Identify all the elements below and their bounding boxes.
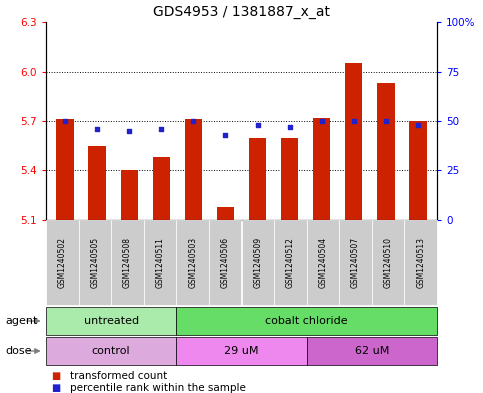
Text: 62 uM: 62 uM — [355, 346, 389, 356]
Bar — [345, 63, 362, 220]
Point — [61, 118, 69, 124]
Point — [414, 122, 422, 128]
Bar — [88, 146, 106, 220]
Point — [126, 128, 133, 134]
Bar — [313, 118, 330, 220]
Point — [93, 126, 101, 132]
Bar — [57, 119, 74, 220]
Bar — [217, 207, 234, 220]
Text: ■: ■ — [51, 383, 60, 393]
Bar — [249, 138, 266, 220]
Text: GSM1240507: GSM1240507 — [351, 237, 360, 288]
Text: GSM1240502: GSM1240502 — [58, 237, 67, 288]
Text: GSM1240503: GSM1240503 — [188, 237, 197, 288]
Text: GSM1240505: GSM1240505 — [90, 237, 99, 288]
Point — [222, 132, 229, 138]
Text: transformed count: transformed count — [70, 371, 168, 381]
Text: ■: ■ — [51, 371, 60, 381]
Text: GSM1240508: GSM1240508 — [123, 237, 132, 288]
Bar — [153, 157, 170, 220]
Text: GDS4953 / 1381887_x_at: GDS4953 / 1381887_x_at — [153, 5, 330, 19]
Point — [318, 118, 326, 124]
Text: GSM1240513: GSM1240513 — [416, 237, 425, 288]
Text: GSM1240506: GSM1240506 — [221, 237, 230, 288]
Bar — [377, 83, 395, 220]
Point — [157, 126, 165, 132]
Text: dose: dose — [5, 346, 31, 356]
Text: GSM1240511: GSM1240511 — [156, 237, 165, 288]
Text: untreated: untreated — [84, 316, 139, 326]
Point — [254, 122, 261, 128]
Bar — [185, 119, 202, 220]
Bar — [409, 121, 426, 220]
Text: 29 uM: 29 uM — [224, 346, 259, 356]
Point — [189, 118, 197, 124]
Text: GSM1240509: GSM1240509 — [253, 237, 262, 288]
Text: cobalt chloride: cobalt chloride — [265, 316, 348, 326]
Text: GSM1240512: GSM1240512 — [286, 237, 295, 288]
Point — [286, 124, 294, 130]
Text: GSM1240510: GSM1240510 — [384, 237, 393, 288]
Text: agent: agent — [5, 316, 37, 326]
Bar — [121, 171, 138, 220]
Bar — [281, 138, 298, 220]
Point — [382, 118, 390, 124]
Text: control: control — [92, 346, 130, 356]
Text: percentile rank within the sample: percentile rank within the sample — [70, 383, 246, 393]
Point — [350, 118, 357, 124]
Text: GSM1240504: GSM1240504 — [318, 237, 327, 288]
